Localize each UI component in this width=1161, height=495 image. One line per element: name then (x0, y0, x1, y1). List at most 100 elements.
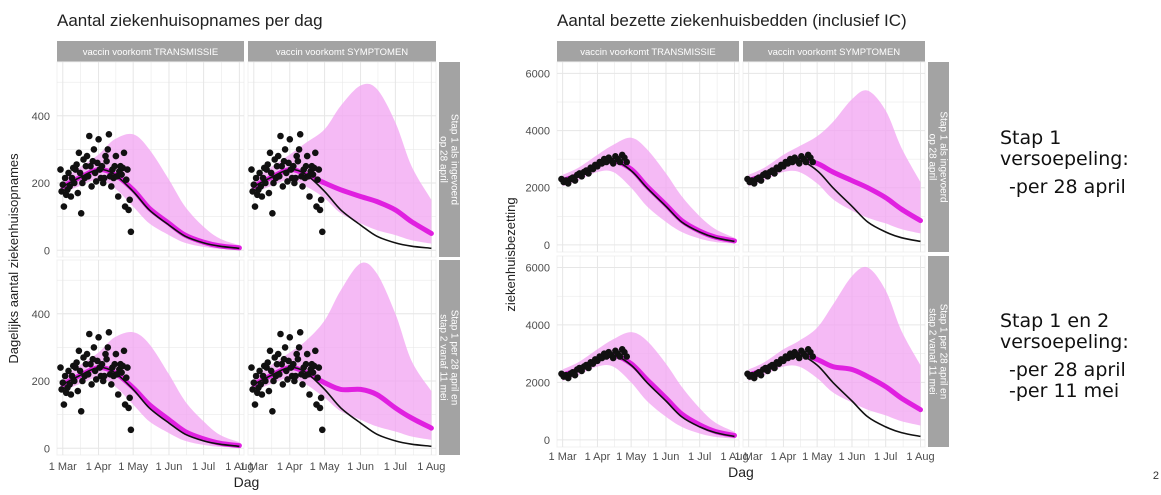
chart-2: Aantal bezette ziekenhuisbedden (inclusi… (503, 11, 949, 480)
y-tick-label: 4000 (526, 126, 550, 138)
data-point (269, 210, 276, 217)
y-axis-title: Dagelijks aantal ziekenhuisopnames (6, 153, 21, 364)
data-point (257, 381, 265, 388)
data-point (256, 367, 263, 375)
data-point (274, 350, 282, 358)
data-point (123, 176, 130, 183)
data-point (95, 334, 102, 341)
annotation-step1: Stap 1 versoepeling: -per 28 april (1000, 128, 1129, 198)
y-tick-label: 2000 (526, 377, 550, 389)
x-tick-label: 1 Aug (720, 451, 748, 463)
data-point (251, 203, 259, 210)
x-tick-label: 1 May (802, 451, 832, 463)
data-point (91, 169, 99, 177)
data-point (303, 350, 311, 358)
data-point (82, 162, 90, 170)
data-point (75, 149, 83, 157)
row-facet-strip (439, 260, 460, 455)
data-point (103, 157, 110, 165)
data-point (118, 369, 125, 376)
data-point (92, 376, 100, 383)
data-point (299, 381, 306, 388)
data-point (103, 355, 110, 363)
data-point (72, 364, 79, 371)
x-tick-label: 1 Mar (49, 461, 77, 473)
data-point (284, 376, 291, 383)
uncertainty-ribbon (253, 262, 432, 440)
data-point (314, 374, 321, 382)
y-tick-label: 2000 (526, 183, 550, 195)
data-point (294, 157, 302, 165)
x-axis-title: Dag (728, 464, 754, 480)
chart-panel (742, 61, 926, 253)
data-point (105, 131, 113, 138)
annotation-step1-line2: versoepeling: (1000, 148, 1129, 170)
x-tick-label: 1 May (310, 461, 340, 473)
data-point (266, 347, 274, 355)
data-point (267, 169, 275, 177)
data-point (283, 169, 290, 177)
data-point (86, 132, 93, 140)
data-point (802, 158, 810, 166)
data-point (68, 174, 76, 182)
data-point (291, 179, 298, 187)
data-point (88, 381, 95, 388)
row-facet-strip (439, 62, 460, 257)
data-point (273, 162, 281, 170)
data-point (83, 152, 91, 160)
data-point (319, 426, 326, 434)
data-point (279, 381, 287, 388)
data-point (120, 149, 128, 157)
data-point (296, 131, 304, 138)
data-point (293, 152, 301, 160)
data-point (306, 193, 313, 200)
data-point (315, 166, 323, 173)
data-point (290, 162, 297, 170)
data-point (79, 179, 86, 187)
observed-points (57, 131, 135, 236)
data-point (111, 360, 118, 368)
data-point (98, 360, 106, 368)
data-point (623, 158, 630, 166)
data-point (82, 360, 90, 368)
data-point (66, 381, 73, 388)
x-tick-label: 1 Mar (240, 461, 268, 473)
data-point (250, 379, 258, 387)
data-point (306, 391, 313, 398)
y-tick-label: 0 (544, 435, 550, 447)
row-facet-strip (928, 256, 949, 447)
data-point (795, 160, 803, 167)
data-point (259, 372, 267, 380)
x-tick-label: 1 Mar (735, 451, 763, 463)
data-point (84, 371, 92, 378)
data-point (94, 357, 101, 365)
data-point (292, 174, 299, 182)
data-point (76, 169, 84, 177)
data-point (111, 162, 118, 170)
data-point (112, 350, 120, 358)
data-point (71, 377, 78, 385)
annotation-step1-line3: -per 28 april (1009, 176, 1126, 198)
data-point (67, 193, 75, 200)
data-point (317, 394, 325, 402)
data-point (98, 162, 106, 170)
annotation-step1-line1: Stap 1 (1000, 127, 1062, 149)
page-number: 2 (1152, 470, 1159, 482)
data-point (248, 364, 255, 371)
y-tick-label: 0 (44, 443, 50, 455)
data-point (118, 171, 125, 178)
data-point (265, 189, 273, 197)
data-point (609, 354, 617, 362)
data-point (264, 161, 272, 168)
row-facet-label: Stap 1 als ingevoerdop 28 april (927, 111, 949, 202)
x-tick-label: 1 Mar (549, 451, 577, 463)
y-axis-title: ziekenhuisbezetting (503, 197, 518, 311)
observed-points (57, 329, 135, 434)
data-point (316, 404, 324, 412)
column-facet-strip (557, 41, 739, 62)
data-point (281, 344, 289, 351)
row-facet-label: Stap 1 per 28 april enstap 2 vanaf 11 me… (438, 310, 460, 406)
data-point (571, 177, 579, 184)
chart-panel (247, 61, 437, 258)
column-facet-strip (57, 41, 244, 62)
